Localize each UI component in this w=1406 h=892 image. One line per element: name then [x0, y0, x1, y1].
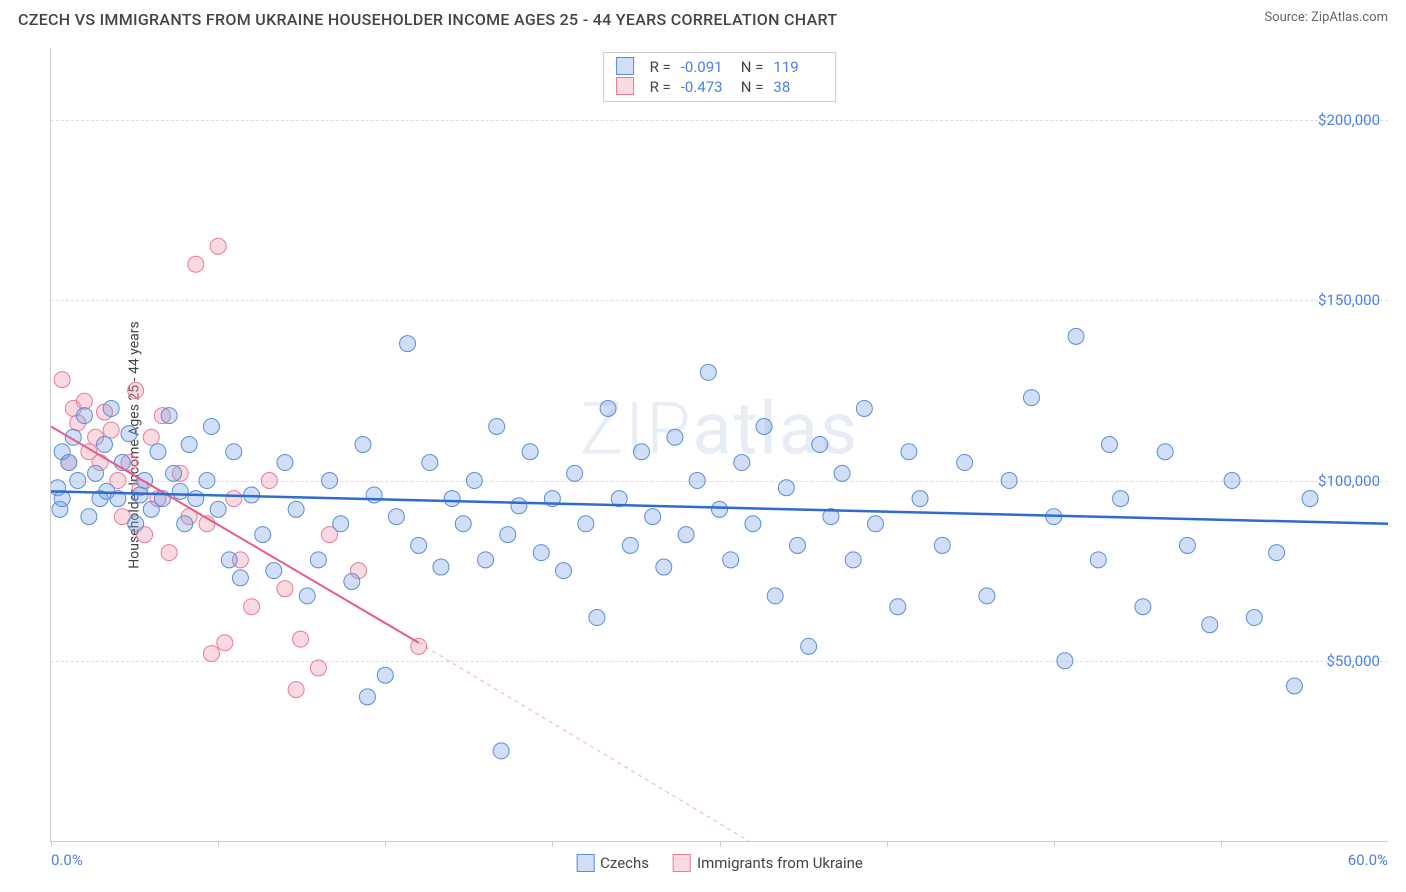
scatter-svg: [51, 48, 1388, 841]
chart-plot-area: Householder Income Ages 25 - 44 years ZI…: [50, 48, 1388, 842]
chart-title: CZECH VS IMMIGRANTS FROM UKRAINE HOUSEHO…: [18, 10, 837, 29]
legend-swatch-ukraine: [616, 77, 634, 95]
legend-item-ukraine: Immigrants from Ukraine: [673, 854, 863, 873]
series-legend: Czechs Immigrants from Ukraine: [576, 854, 863, 873]
legend-swatch-ukraine-bottom: [673, 854, 691, 872]
legend-row-ukraine: R =-0.473 N =38: [616, 77, 824, 97]
legend-swatch-czechs: [616, 57, 634, 75]
source-attribution: Source: ZipAtlas.com: [1264, 10, 1388, 25]
x-axis-min-label: 0.0%: [51, 851, 83, 869]
source-link[interactable]: ZipAtlas.com: [1311, 10, 1388, 25]
legend-swatch-czechs-bottom: [576, 854, 594, 872]
legend-item-czechs: Czechs: [576, 854, 649, 873]
x-axis-max-label: 60.0%: [1348, 851, 1388, 869]
legend-row-czechs: R =-0.091 N =119: [616, 57, 824, 77]
correlation-legend: R =-0.091 N =119 R =-0.473 N =38: [603, 52, 837, 102]
